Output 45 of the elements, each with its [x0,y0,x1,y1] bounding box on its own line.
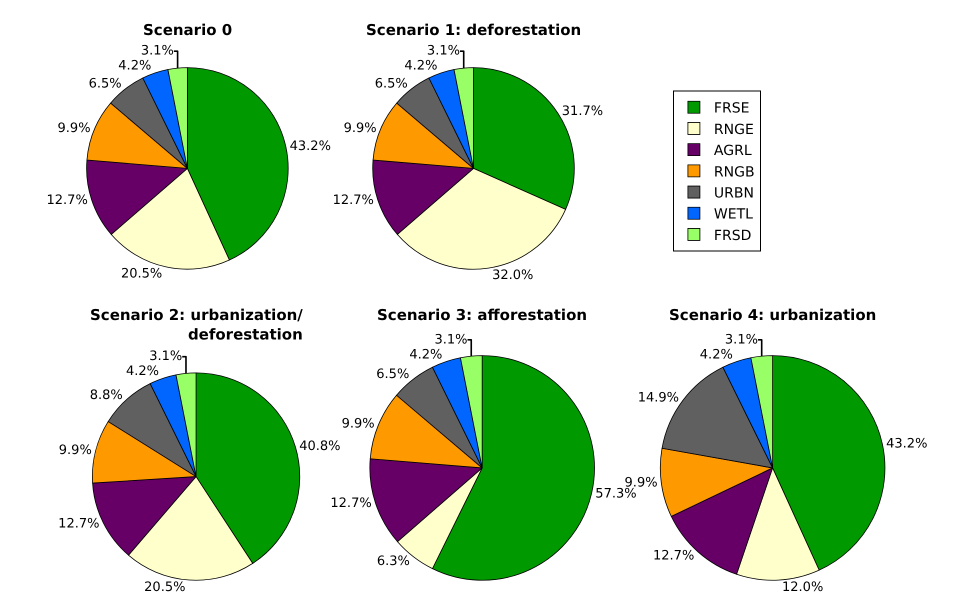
chart-title: Scenario 0 [143,21,232,39]
data-label: 12.7% [332,192,374,208]
data-label: 12.7% [653,548,694,564]
data-label: 9.9% [58,443,92,458]
data-label: 20.5% [120,266,162,282]
legend-label: FRSE [714,100,750,117]
data-label: 43.2% [886,436,928,452]
data-label: 31.7% [562,104,604,119]
data-label: 3.1% [140,44,174,59]
legend-label: WETL [714,206,754,223]
data-label: 12.7% [330,496,372,512]
chart-title: Scenario 3: afforestation [377,306,588,324]
chart-title: Scenario 2: urbanization/ deforestation [90,306,304,344]
data-label: 3.1% [724,332,758,348]
data-label: 3.1% [434,332,468,348]
data-label: 3.1% [149,349,182,364]
data-label: 9.9% [58,121,91,136]
data-label: 4.2% [118,58,152,74]
data-label: 6.5% [376,367,410,382]
data-label: 9.9% [344,121,377,136]
data-label: 6.5% [374,76,408,92]
data-label: 4.2% [126,364,160,380]
data-label: 43.2% [290,139,331,154]
data-label: 6.3% [376,554,410,570]
data-label: 12.7% [58,516,100,532]
data-label: 4.2% [404,58,438,74]
data-label: 12.0% [782,580,824,596]
data-label: 32.0% [492,268,534,283]
legend-label: URBN [714,186,754,202]
data-label: 8.8% [90,388,123,404]
legend-label: AGRL [714,143,752,160]
data-label: 14.9% [638,390,680,406]
data-label: 4.2% [700,347,733,362]
data-label: 4.2% [409,347,442,362]
legend-label: FRSD [714,228,752,244]
data-label: 40.8% [299,438,340,454]
data-label: 9.9% [342,416,375,432]
chart-title: Scenario 4: urbanization [669,306,876,324]
data-label: 6.5% [88,76,122,92]
legend-label: RNGB [714,164,755,180]
data-label: 20.5% [144,580,186,595]
chart-title: Scenario 1: deforestation [366,21,582,39]
legend-label: RNGE [714,122,754,138]
data-label: 12.7% [46,192,88,208]
data-label: 3.1% [426,44,460,59]
